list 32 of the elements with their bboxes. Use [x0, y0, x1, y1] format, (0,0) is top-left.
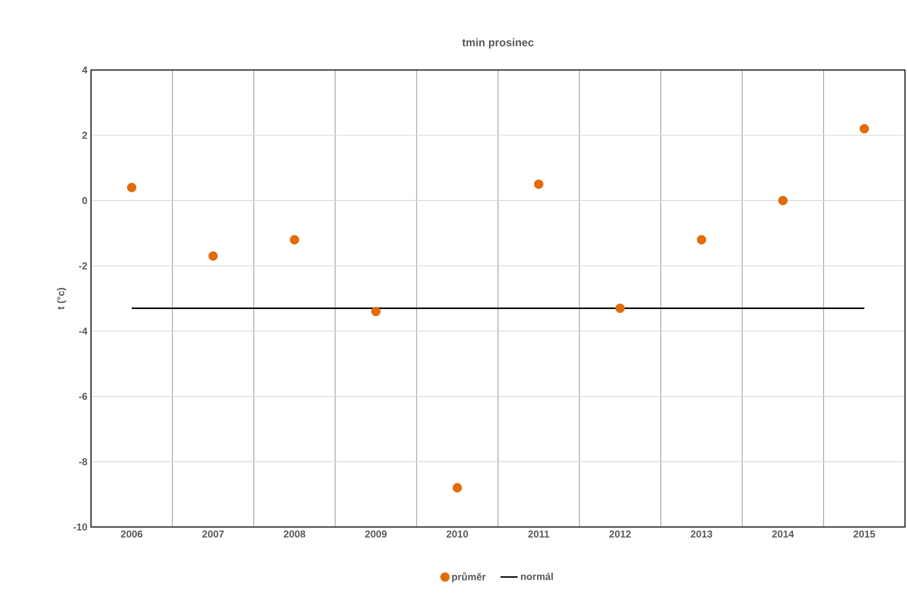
legend-label: normál [520, 572, 553, 580]
x-tick-label: 2008 [284, 530, 306, 538]
point [371, 306, 381, 316]
x-tick-label: 2007 [202, 530, 224, 538]
y-tick-label: -6 [79, 392, 88, 400]
x-tick-label: 2014 [772, 530, 794, 538]
point [534, 180, 544, 189]
x-tick-label: 2010 [446, 530, 468, 538]
x-tick-label: 2012 [609, 530, 631, 538]
y-tick-label: -8 [79, 458, 88, 466]
y-tick-label: 0 [82, 197, 88, 204]
x-tick-label: 2013 [690, 530, 712, 538]
chart-title: tmin prosinec [462, 38, 534, 48]
point [290, 235, 300, 244]
point [127, 182, 136, 192]
y-tick-label: 2 [82, 132, 88, 139]
x-tick-label: 2015 [854, 530, 876, 538]
x-tick-label: 2009 [365, 530, 387, 538]
point [860, 124, 870, 134]
legend-label: průměr [452, 572, 486, 582]
x-tick-label: 2006 [120, 530, 142, 538]
point [696, 235, 706, 244]
y-axis-title: t (°c) [56, 288, 66, 310]
y-tick-label: -2 [79, 262, 88, 270]
point [208, 251, 218, 261]
point [615, 304, 625, 313]
y-tick-label: -10 [73, 523, 88, 531]
point [452, 483, 462, 493]
y-tick-label: 4 [82, 66, 88, 74]
point [778, 196, 788, 206]
y-tick-label: -4 [79, 328, 88, 335]
x-tick-label: 2011 [528, 530, 550, 538]
